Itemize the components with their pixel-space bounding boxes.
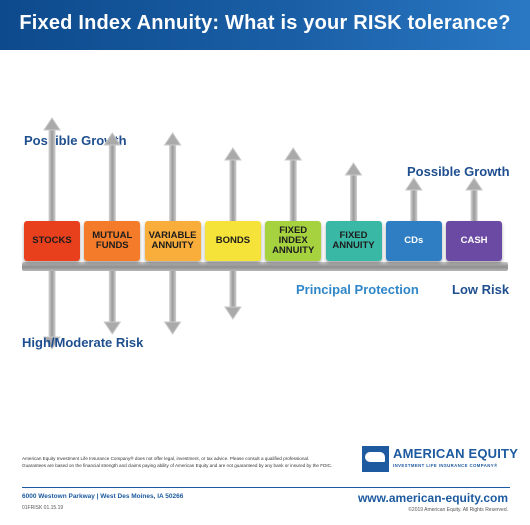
variable-annuity-growth-arrow: [163, 132, 182, 221]
disclaimer-line-1: American Equity Investment Life Insuranc…: [22, 456, 310, 461]
fixed-index-annuity-label: FIXED INDEX ANNUITY: [272, 225, 315, 256]
cash-label: CASH: [460, 235, 488, 246]
variable-annuity-risk-arrow: [163, 271, 182, 335]
high-moderate-risk-label: High/Moderate Risk: [22, 335, 144, 350]
page-title: Fixed Index Annuity: What is your RISK t…: [19, 12, 511, 34]
fixed-index-annuity-box: FIXED INDEX ANNUITY: [265, 221, 322, 261]
fixed-annuity-growth-arrow: [344, 162, 363, 221]
disclaimer: American Equity Investment Life Insuranc…: [22, 455, 362, 469]
bonds-risk-arrow: [223, 271, 242, 320]
cds-growth-arrow: [404, 177, 423, 221]
mutual-funds-risk-arrow: [103, 271, 122, 335]
footer-divider: [22, 487, 510, 488]
cash-box: CASH: [446, 221, 503, 261]
bonds-box: BONDS: [204, 221, 261, 261]
eagle-logo-icon: [362, 446, 389, 472]
website-link[interactable]: www.american-equity.com: [357, 491, 508, 505]
mutual-funds-box: MUTUAL FUNDS: [84, 221, 141, 261]
stocks-label: STOCKS: [32, 235, 72, 246]
logo-name: AMERICAN EQUITY: [393, 446, 519, 461]
possible-growth-label-right: Possible Growth: [407, 164, 510, 179]
principal-protection-label: Principal Protection: [296, 282, 419, 297]
baseline-bar: [22, 262, 508, 271]
cash-growth-arrow: [465, 177, 484, 221]
footer-address: 6000 Westown Parkway | West Des Moines, …: [22, 493, 184, 500]
mutual-funds-growth-arrow: [103, 132, 122, 221]
logo-subtitle: INVESTMENT LIFE INSURANCE COMPANY®: [393, 463, 498, 468]
bonds-label: BONDS: [215, 235, 251, 246]
variable-annuity-label: VARIABLE ANNUITY: [148, 230, 197, 251]
stocks-growth-arrow: [43, 117, 61, 221]
mutual-funds-label: MUTUAL FUNDS: [92, 230, 133, 251]
stocks-risk-arrow: [43, 271, 61, 350]
bonds-growth-arrow: [223, 147, 242, 221]
cds-box: CDs: [385, 221, 442, 261]
stocks-box: STOCKS: [24, 221, 80, 261]
low-risk-label: Low Risk: [452, 282, 510, 297]
fixed-index-annuity-growth-arrow: [284, 147, 303, 221]
disclaimer-line-2: Guarantees are based on the financial st…: [22, 463, 333, 468]
fixed-annuity-box: FIXED ANNUITY: [325, 221, 382, 261]
variable-annuity-box: VARIABLE ANNUITY: [144, 221, 201, 261]
american-equity-logo: AMERICAN EQUITY INVESTMENT LIFE INSURANC…: [362, 446, 518, 474]
document-code: 01FRISK 01.15.19: [22, 505, 64, 511]
fixed-annuity-label: FIXED ANNUITY: [332, 230, 375, 251]
title-banner: Fixed Index Annuity: What is your RISK t…: [0, 0, 530, 50]
cds-label: CDs: [404, 235, 424, 246]
copyright: ©2019 American Equity. All Rights Reserv…: [408, 507, 508, 513]
